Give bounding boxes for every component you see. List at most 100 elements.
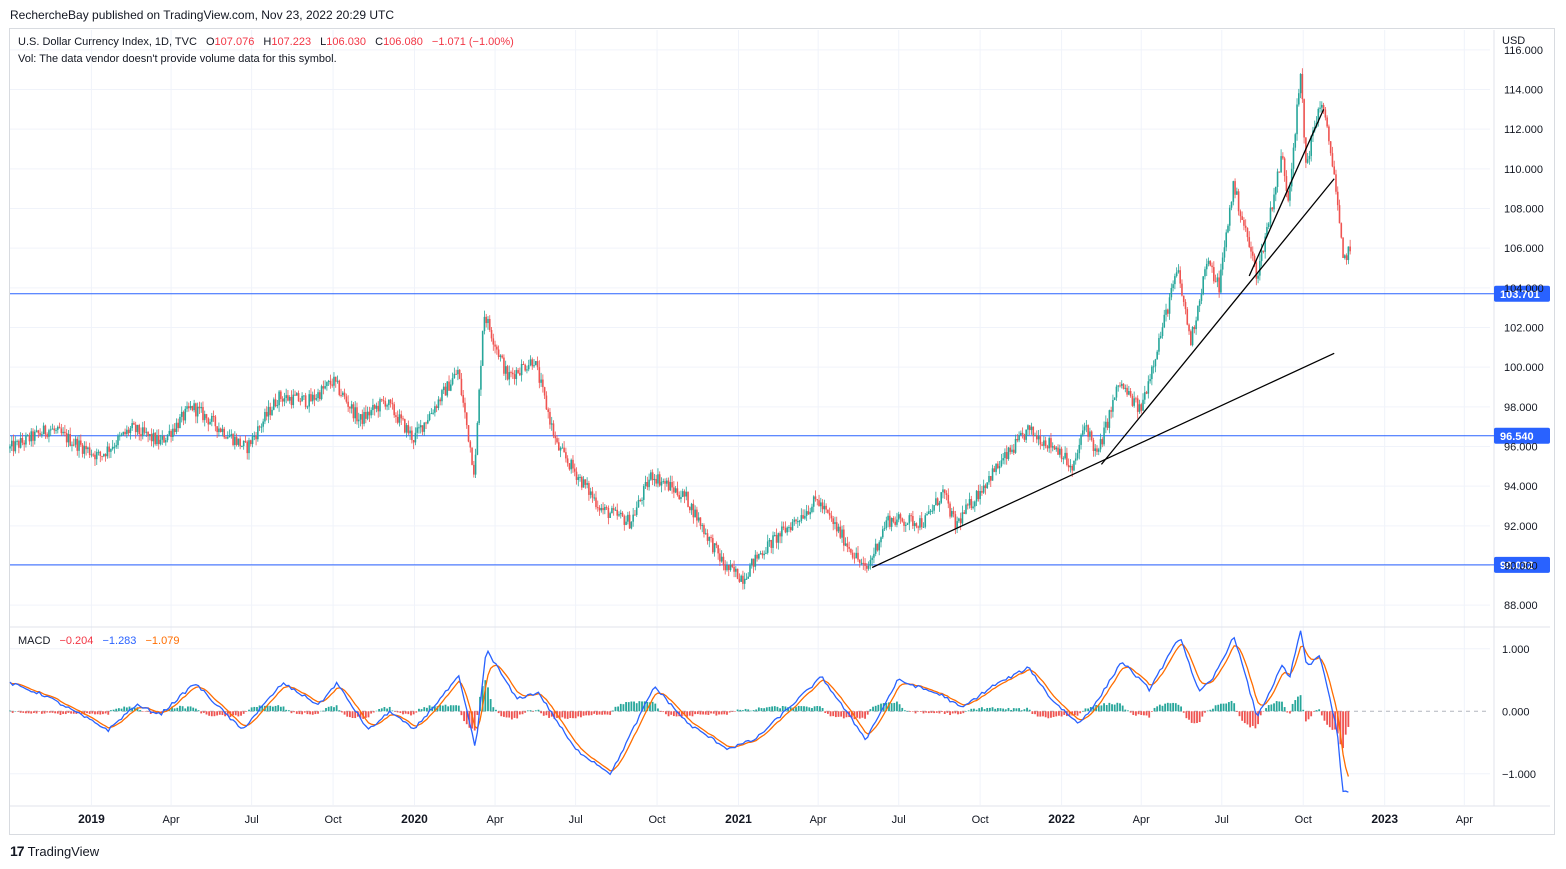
candle-body (278, 391, 280, 406)
candle-body (713, 543, 716, 553)
candle-body (419, 425, 422, 428)
candle-body (820, 502, 822, 507)
candle-body (189, 406, 192, 409)
tradingview-footer[interactable]: 17 TradingView (10, 843, 99, 859)
macd-histogram-bar (617, 706, 620, 712)
candle-body (651, 472, 654, 481)
candle-body (51, 428, 54, 430)
candle-body (331, 384, 334, 386)
macd-histogram-bar (649, 702, 651, 712)
candle-body (196, 406, 199, 417)
candle-body (163, 435, 165, 443)
candle-body (1237, 191, 1240, 212)
candle-body (965, 504, 967, 514)
macd-histogram-bar (25, 711, 27, 714)
candle-body (582, 479, 585, 488)
macd-histogram-bar (189, 706, 192, 712)
candle-body (1151, 366, 1153, 380)
candle-body (889, 515, 891, 527)
macd-histogram-bar (630, 701, 633, 712)
macd-histogram-bar (826, 711, 829, 714)
candle-body (919, 518, 921, 528)
candle-body (858, 559, 861, 563)
candle-body (214, 416, 217, 427)
macd-histogram-bar (1251, 711, 1254, 726)
macd-histogram-bar (1230, 700, 1233, 712)
macd-histogram-bar (141, 711, 144, 712)
candle-body (1324, 109, 1327, 118)
macd-histogram-bar (473, 711, 476, 731)
macd-histogram-bar (1158, 704, 1161, 712)
candle-body (403, 419, 406, 433)
candle-body (1041, 444, 1043, 446)
macd-histogram-bar (359, 711, 362, 719)
candle-body (333, 376, 335, 386)
candle-body (784, 527, 787, 533)
candle-body (565, 452, 567, 459)
candle-body (1039, 436, 1042, 445)
candle-body (743, 578, 746, 584)
open-label: O (205, 36, 215, 48)
candle-body (903, 521, 905, 526)
candle-body (673, 487, 675, 493)
candle-body (193, 403, 195, 411)
candle-body (320, 386, 323, 400)
candle-body (623, 516, 626, 525)
macd-histogram-bar (1217, 704, 1220, 712)
candle-body (642, 486, 645, 500)
macd-histogram-bar (1132, 711, 1135, 715)
candle-body (951, 511, 953, 517)
candle-body (1131, 396, 1134, 406)
candle-body (1082, 430, 1084, 435)
candle-body (290, 396, 293, 406)
macd-histogram-bar (40, 711, 43, 714)
candle-body (338, 380, 341, 395)
candle-body (1142, 399, 1144, 411)
macd-histogram-bar (277, 705, 280, 712)
macd-histogram-bar (1052, 711, 1055, 718)
macd-histogram-bar (112, 709, 115, 712)
candle-body (1159, 335, 1162, 338)
macd-histogram-bar (250, 707, 253, 712)
macd-histogram-bar (1028, 709, 1031, 712)
macd-histogram-bar (760, 708, 763, 712)
candle-body (411, 430, 413, 441)
candle-body (618, 514, 620, 516)
macd-histogram-bar (975, 709, 978, 712)
macd-histogram-bar (62, 711, 65, 714)
macd-histogram-bar (402, 711, 404, 715)
candle-body (827, 509, 829, 513)
macd-histogram-bar (447, 706, 450, 712)
macd-histogram-bar (1294, 700, 1297, 712)
candle-body (696, 509, 698, 521)
candle-body (372, 404, 374, 411)
candle-body (1120, 383, 1123, 386)
macd-histogram-bar (869, 709, 872, 712)
candle-body (129, 428, 132, 434)
candle-body (480, 365, 482, 390)
candle-body (850, 548, 852, 553)
macd-histogram-bar (1060, 711, 1063, 717)
candle-body (237, 438, 240, 445)
macd-histogram-bar (1055, 711, 1058, 717)
macd-histogram-bar (1127, 710, 1129, 712)
candle-body (885, 520, 888, 529)
macd-histogram-bar (532, 711, 535, 712)
macd-histogram-bar (1270, 704, 1273, 712)
candle-body (141, 427, 144, 437)
candle-body (972, 506, 974, 509)
candle-body (772, 535, 774, 548)
candle-body (1195, 320, 1197, 330)
candle-body (1156, 351, 1158, 360)
candle-body (62, 431, 64, 434)
candle-body (457, 369, 459, 375)
macd-histogram-bar (322, 710, 325, 712)
macd-histogram-bar (295, 711, 298, 714)
candle-body (611, 508, 613, 514)
candle-body (90, 454, 93, 456)
candle-body (382, 400, 385, 402)
macd-histogram-bar (370, 711, 373, 714)
macd-histogram-bar (349, 711, 351, 718)
candle-body (563, 447, 565, 453)
